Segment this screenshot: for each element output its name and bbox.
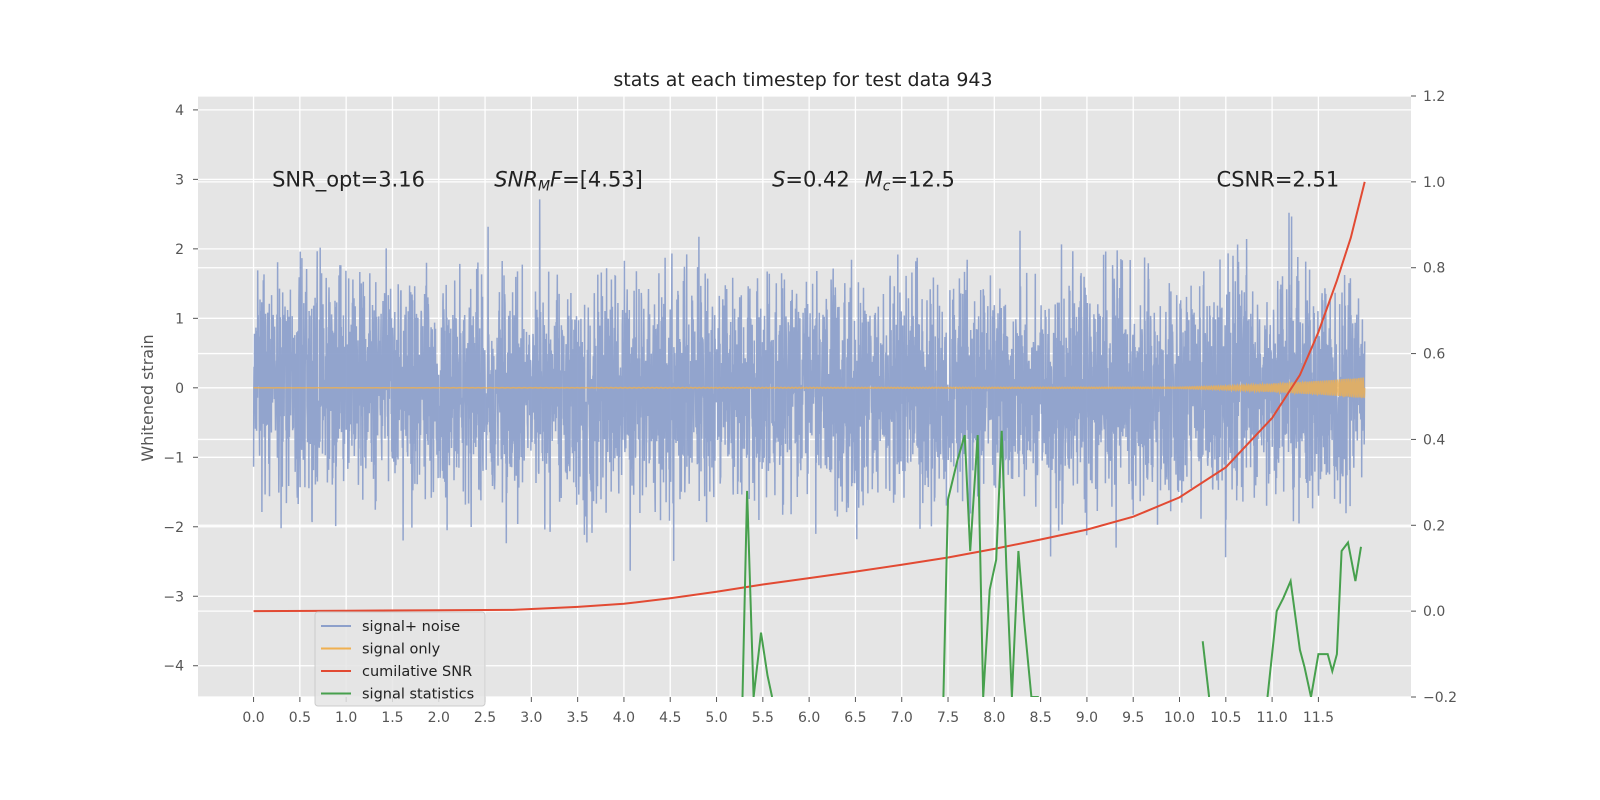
y-tick-label: −3 [163, 589, 184, 605]
series-signal-statistics [1201, 641, 1211, 697]
y2-tick-label: 1.2 [1423, 89, 1445, 105]
x-tick-label: 1.0 [335, 710, 357, 726]
x-tick-label: 2.5 [474, 710, 496, 726]
y-axis-right: −0.2 0.0 0.2 0.4 0.6 0.8 1.0 1.2 [1411, 89, 1457, 706]
y2-tick-label: −0.2 [1423, 690, 1457, 706]
x-tick-label: 11.5 [1303, 710, 1334, 726]
x-tick-label: 6.0 [798, 710, 820, 726]
x-tick-label: 3.5 [567, 710, 589, 726]
series-signal-statistics [942, 430, 1039, 697]
legend-label: signal+ noise [362, 619, 460, 635]
x-tick-label: 7.5 [937, 710, 959, 726]
annotations: SNR_opt=3.16 SNRMF=[4.53] S=0.42 Mc=12.5 CSN… [272, 167, 1339, 194]
annotation: Mc=12.5 [865, 167, 955, 194]
y2-tick-label: 0.8 [1423, 261, 1445, 277]
series-signal-statistics [1266, 540, 1362, 697]
x-tick-label: 3.0 [520, 710, 542, 726]
series-signal-statistics [741, 490, 774, 697]
x-tick-label: 10.0 [1164, 710, 1195, 726]
y-tick-label: −4 [163, 659, 184, 675]
x-tick-label: 8.5 [1029, 710, 1051, 726]
annotation-part: =12.5 [891, 167, 955, 191]
y-tick-label: 2 [175, 242, 184, 258]
x-tick-label: 2.0 [428, 710, 450, 726]
y2-tick-label: 1.0 [1423, 175, 1445, 191]
x-tick-label: 0.5 [289, 710, 311, 726]
annotation-part: F [550, 167, 563, 191]
y2-tick-label: 0.6 [1423, 347, 1445, 363]
annotation-part: =[4.53] [562, 167, 643, 191]
y-tick-label: 0 [175, 381, 184, 397]
x-axis: 0.0 0.5 1.0 1.5 2.0 2.5 3.0 3.5 4.0 4.5 5.0 5.5 6.0 6… [242, 697, 1334, 726]
y-tick-label: 3 [175, 172, 184, 188]
x-tick-label: 9.5 [1122, 710, 1144, 726]
annotation-part: CSNR=2.51 [1217, 167, 1340, 191]
x-tick-label: 0.0 [242, 710, 264, 726]
annotation-part: M [865, 167, 883, 191]
annotation-part: =0.42 [785, 167, 849, 191]
y2-tick-label: 0.0 [1423, 604, 1445, 620]
legend-label: signal only [362, 642, 441, 658]
x-tick-label: 4.5 [659, 710, 681, 726]
y2-tick-label: 0.4 [1423, 432, 1445, 448]
annotation: SNRMF=[4.53] [494, 167, 643, 194]
legend[interactable]: signal+ noise signal only cumilative SNR si… [314, 611, 486, 707]
annotation: SNR_opt=3.16 [272, 167, 425, 192]
series-signal-only [253, 377, 1366, 399]
x-tick-label: 1.5 [381, 710, 403, 726]
x-tick-label: 10.5 [1210, 710, 1241, 726]
series-layer [252, 181, 1366, 697]
x-tick-label: 5.0 [705, 710, 727, 726]
x-tick-label: 8.0 [983, 710, 1005, 726]
y2-tick-label: 0.2 [1423, 518, 1445, 534]
annotation-part: M [538, 178, 550, 194]
annotation-part: S [772, 167, 785, 191]
x-tick-label: 7.0 [891, 710, 913, 726]
x-tick-label: 9.0 [1076, 710, 1098, 726]
x-tick-label: 4.0 [613, 710, 635, 726]
chart-title: stats at each timestep for test data 943 [613, 69, 992, 91]
series-signal-noise [252, 199, 1366, 571]
annotation-part: c [883, 178, 891, 194]
x-tick-label: 11.0 [1257, 710, 1288, 726]
legend-label: cumilative SNR [362, 664, 472, 680]
y-tick-label: −2 [163, 520, 184, 536]
y-tick-label: 4 [175, 103, 184, 119]
x-tick-label: 5.5 [752, 710, 774, 726]
x-tick-label: 6.5 [844, 710, 866, 726]
annotation-part: SNR [494, 167, 538, 191]
series-cumulative-snr [253, 181, 1366, 613]
annotation: CSNR=2.51 [1217, 167, 1340, 191]
y-axis-left: −4 −3 −2 −1 0 1 2 3 4 [163, 103, 198, 675]
annotation: S=0.42 [772, 167, 850, 191]
y-axis-label: Whitened strain [138, 334, 157, 461]
legend-box [314, 611, 486, 707]
y-tick-label: −1 [163, 450, 184, 466]
legend-label: signal statistics [362, 687, 474, 703]
y-tick-label: 1 [175, 311, 184, 327]
annotation-part: SNR_opt=3.16 [272, 167, 425, 192]
